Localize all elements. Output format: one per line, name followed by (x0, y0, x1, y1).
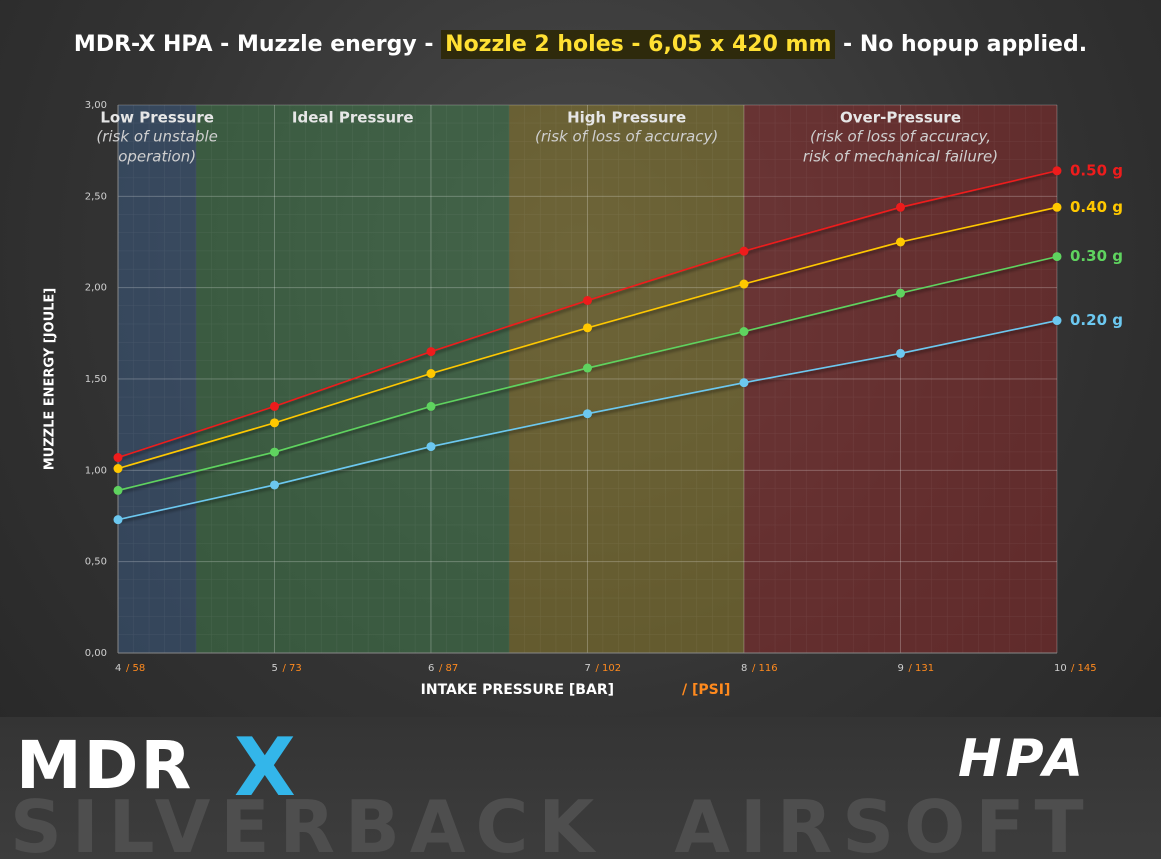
x-tick-label-psi: / 87 (439, 663, 458, 674)
logo-mdr: MDR (16, 727, 194, 804)
data-point (113, 515, 123, 525)
data-point (583, 409, 592, 419)
y-tick-label: 2,50 (85, 191, 107, 202)
x-tick-label: 10 (1054, 663, 1067, 674)
x-tick-label: 6 (428, 663, 434, 674)
data-point (739, 378, 749, 388)
y-tick-label: 3,00 (85, 100, 107, 111)
x-axis-title: INTAKE PRESSURE [BAR] (421, 682, 614, 698)
data-point (583, 323, 592, 333)
data-point (113, 485, 123, 495)
zone-label: High Pressure (567, 109, 686, 127)
x-tick-label: 8 (741, 663, 747, 674)
zone-note: (risk of unstable (96, 128, 218, 146)
data-point (896, 348, 905, 358)
x-tick-label-psi: / 102 (596, 663, 622, 674)
title-part: MDR-X HPA - Muzzle energy - (73, 32, 442, 57)
data-point (739, 279, 749, 289)
zone-note: risk of mechanical failure) (803, 148, 998, 166)
chart-title: MDR-X HPA - Muzzle energy - Nozzle 2 hol… (0, 30, 1161, 59)
zone-note: (risk of loss of accuracy) (535, 128, 718, 146)
data-point (270, 480, 279, 490)
data-point (739, 327, 749, 337)
y-tick-label: 0,00 (85, 648, 107, 659)
data-point (426, 369, 436, 379)
series-label: 0.30 g (1070, 247, 1123, 265)
data-point (1052, 316, 1062, 326)
x-tick-label-psi: / 58 (126, 663, 145, 674)
logo-brand: SILVERBACK AIRSOFT (10, 785, 1094, 859)
footer: MDR X HPA SILVERBACK AIRSOFT (0, 717, 1161, 859)
zone-label: Over-Pressure (840, 109, 961, 127)
data-point (896, 202, 905, 212)
data-point (896, 237, 905, 247)
data-point (426, 442, 436, 452)
x-tick-label-psi: / 116 (752, 663, 778, 674)
data-point (426, 347, 436, 357)
data-point (426, 401, 436, 411)
x-tick-label-psi: / 73 (283, 663, 302, 674)
y-tick-label: 1,00 (85, 465, 107, 476)
chart: 0,00 0,50 1,00 1,50 2,00 2,50 3,00 4 / 58 5 / 73 6 /… (43, 100, 1123, 698)
data-point (583, 295, 592, 305)
title-highlight: Nozzle 2 holes - 6,05 x 420 mm (441, 30, 836, 59)
x-tick-label: 4 (115, 663, 121, 674)
zone-label: Low Pressure (100, 109, 214, 127)
data-point (583, 363, 592, 373)
x-tick-label: 9 (898, 663, 904, 674)
data-point (739, 246, 749, 256)
zone-note: (risk of loss of accuracy, (810, 128, 991, 146)
data-point (270, 401, 279, 411)
x-tick-label-psi: / 145 (1071, 663, 1097, 674)
x-axis-title-secondary: / [PSI] (682, 682, 730, 698)
logo-x: X (234, 721, 296, 814)
y-tick-label: 2,00 (85, 283, 107, 294)
x-tick-label: 7 (585, 663, 591, 674)
data-point (270, 447, 279, 457)
data-point (1052, 166, 1062, 176)
y-tick-label: 1,50 (85, 374, 107, 385)
data-point (896, 288, 905, 298)
series-label: 0.40 g (1070, 198, 1123, 216)
data-point (1052, 252, 1062, 262)
y-tick-label: 0,50 (85, 557, 107, 568)
data-point (270, 418, 279, 428)
title-part: - No hopup applied. (835, 32, 1088, 57)
minor-grid (118, 105, 1057, 653)
data-point (113, 464, 123, 474)
series-label: 0.50 g (1070, 161, 1123, 179)
series-label: 0.20 g (1070, 311, 1123, 329)
x-tick-label: 5 (272, 663, 278, 674)
data-point (1052, 202, 1062, 212)
logo-hpa: HPA (958, 729, 1088, 789)
data-point (113, 453, 123, 463)
zone-note: operation) (118, 148, 196, 166)
y-axis-title: MUZZLE ENERGY [JOULE] (43, 288, 58, 471)
zone-label: Ideal Pressure (292, 109, 414, 127)
x-tick-label-psi: / 131 (909, 663, 935, 674)
